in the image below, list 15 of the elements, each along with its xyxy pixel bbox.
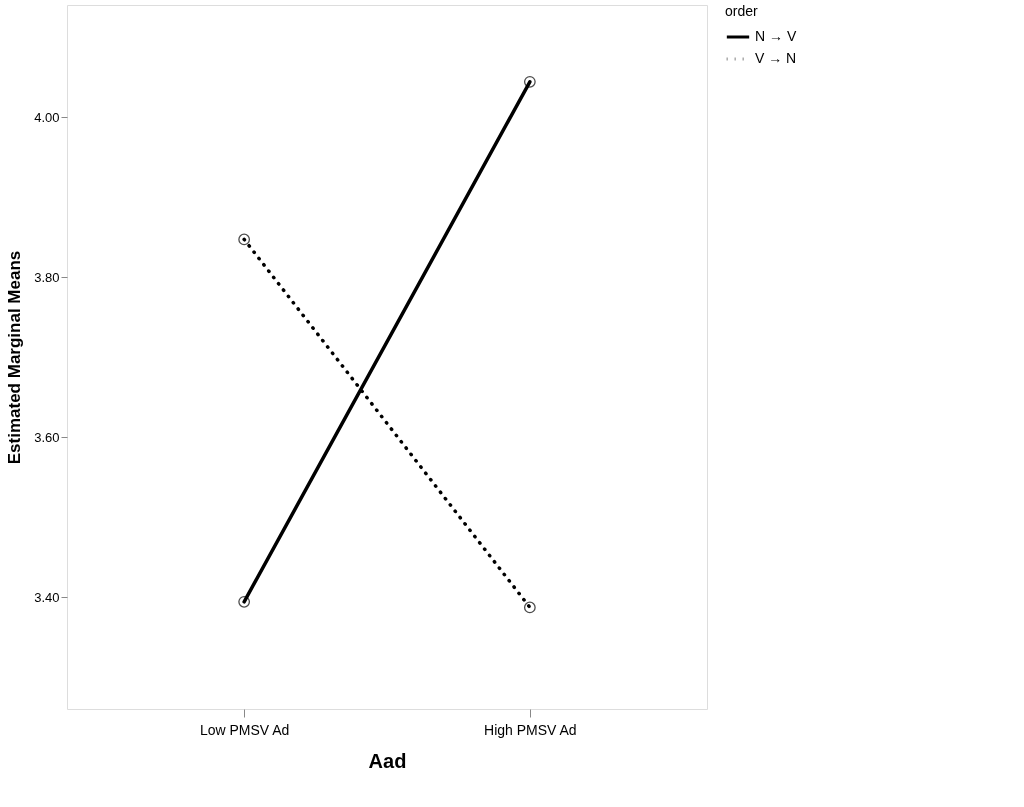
point: [523, 601, 536, 614]
x-tick-label: Low PMSV Ad: [199, 721, 290, 738]
point: [523, 75, 536, 88]
y-tick-label: 4.00: [34, 109, 60, 125]
y-tick-label: 3.80: [34, 269, 60, 285]
x-tick-label: High PMSV Ad: [484, 721, 577, 738]
legend-label: V → N: [755, 50, 797, 66]
legend-title: order: [725, 3, 759, 19]
legend-label: N → V: [755, 28, 797, 44]
point: [238, 595, 251, 608]
y-axis-title: Estimated Marginal Means: [5, 250, 25, 465]
y-tick-label: 3.60: [34, 429, 60, 445]
x-axis-title: Aad: [368, 749, 407, 772]
y-tick-label: 3.40: [34, 589, 60, 605]
point: [238, 233, 251, 246]
